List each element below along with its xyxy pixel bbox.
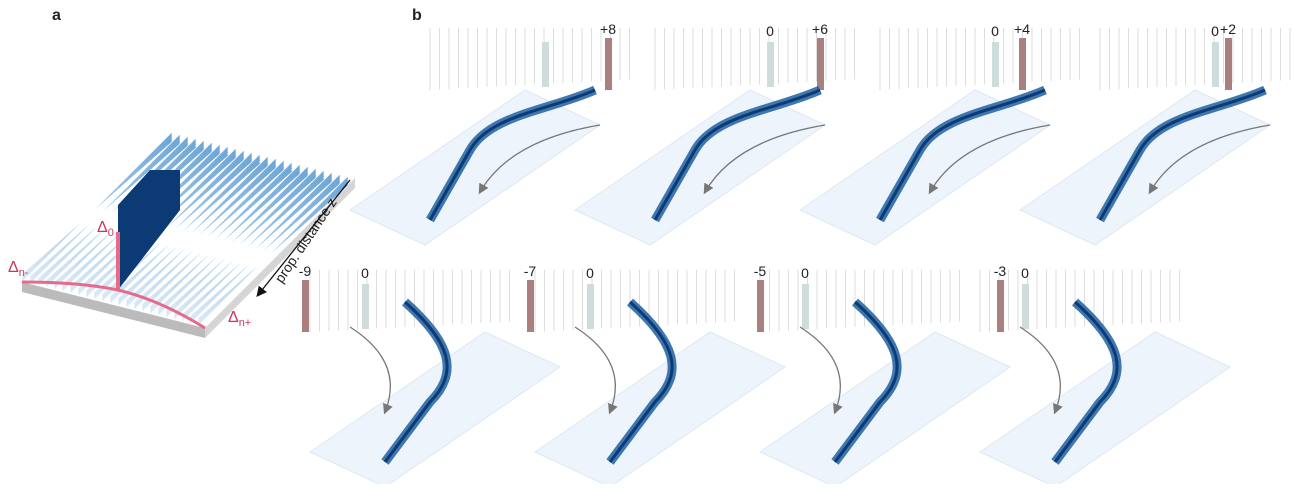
shift-label: -9 — [299, 263, 312, 279]
zero-bar — [802, 284, 809, 329]
floor — [1020, 90, 1270, 245]
floor — [535, 332, 785, 484]
propagation-plot: 0+2 — [1020, 21, 1294, 245]
shift-label: +2 — [1220, 21, 1236, 37]
floor — [350, 90, 600, 245]
propagation-plot: 0 -3 — [980, 263, 1230, 484]
zero-label: 0 — [991, 23, 999, 39]
zero-label: 0 — [586, 265, 594, 281]
shift-label: +8 — [600, 21, 616, 37]
shift-label: +6 — [812, 21, 828, 37]
direction-arrow — [1020, 327, 1060, 412]
shift-bar — [527, 280, 534, 332]
zero-bar — [1212, 42, 1219, 87]
shift-bar — [997, 280, 1004, 332]
shift-label: -3 — [994, 263, 1007, 279]
propagation-plot: 0 -9 — [299, 263, 560, 484]
shift-bar — [605, 38, 612, 90]
shift-bar — [302, 280, 309, 332]
floor — [760, 332, 1010, 484]
zero-label: 0 — [801, 265, 809, 281]
panel-label: a — [52, 7, 61, 24]
direction-arrow — [800, 327, 840, 412]
panel-label: b — [412, 7, 422, 24]
shift-bar — [1225, 38, 1232, 90]
propagation-plot: 0 -5 — [754, 263, 1010, 484]
zero-bar — [542, 42, 549, 87]
delta-label: Δ0 — [97, 219, 114, 239]
zero-bar — [767, 42, 774, 87]
shift-label: -5 — [754, 263, 767, 279]
zero-bar — [362, 284, 369, 329]
floor — [980, 332, 1230, 484]
delta-label: Δn- — [8, 259, 29, 279]
delta-label: Δn+ — [228, 309, 251, 329]
zero-label: 0 — [1021, 265, 1029, 281]
shift-bar — [817, 38, 824, 90]
floor — [310, 332, 560, 484]
zero-label: 0 — [766, 23, 774, 39]
zero-bar — [1022, 284, 1029, 329]
floor — [800, 90, 1050, 245]
shift-label: +4 — [1014, 21, 1030, 37]
direction-arrow — [350, 327, 390, 412]
shift-bar — [757, 280, 764, 332]
shift-label: -7 — [524, 263, 537, 279]
zero-bar — [992, 42, 999, 87]
propagation-plot: 0 -7 — [524, 263, 785, 484]
zero-label: 0 — [1211, 23, 1219, 39]
floor — [575, 90, 825, 245]
direction-arrow — [575, 327, 615, 412]
zero-label: 0 — [361, 265, 369, 281]
zero-bar — [587, 284, 594, 329]
shift-bar — [1019, 38, 1026, 90]
figure: a b prop. distance z Δ0 Δn- Δn+ +80+60+4… — [0, 0, 1294, 484]
